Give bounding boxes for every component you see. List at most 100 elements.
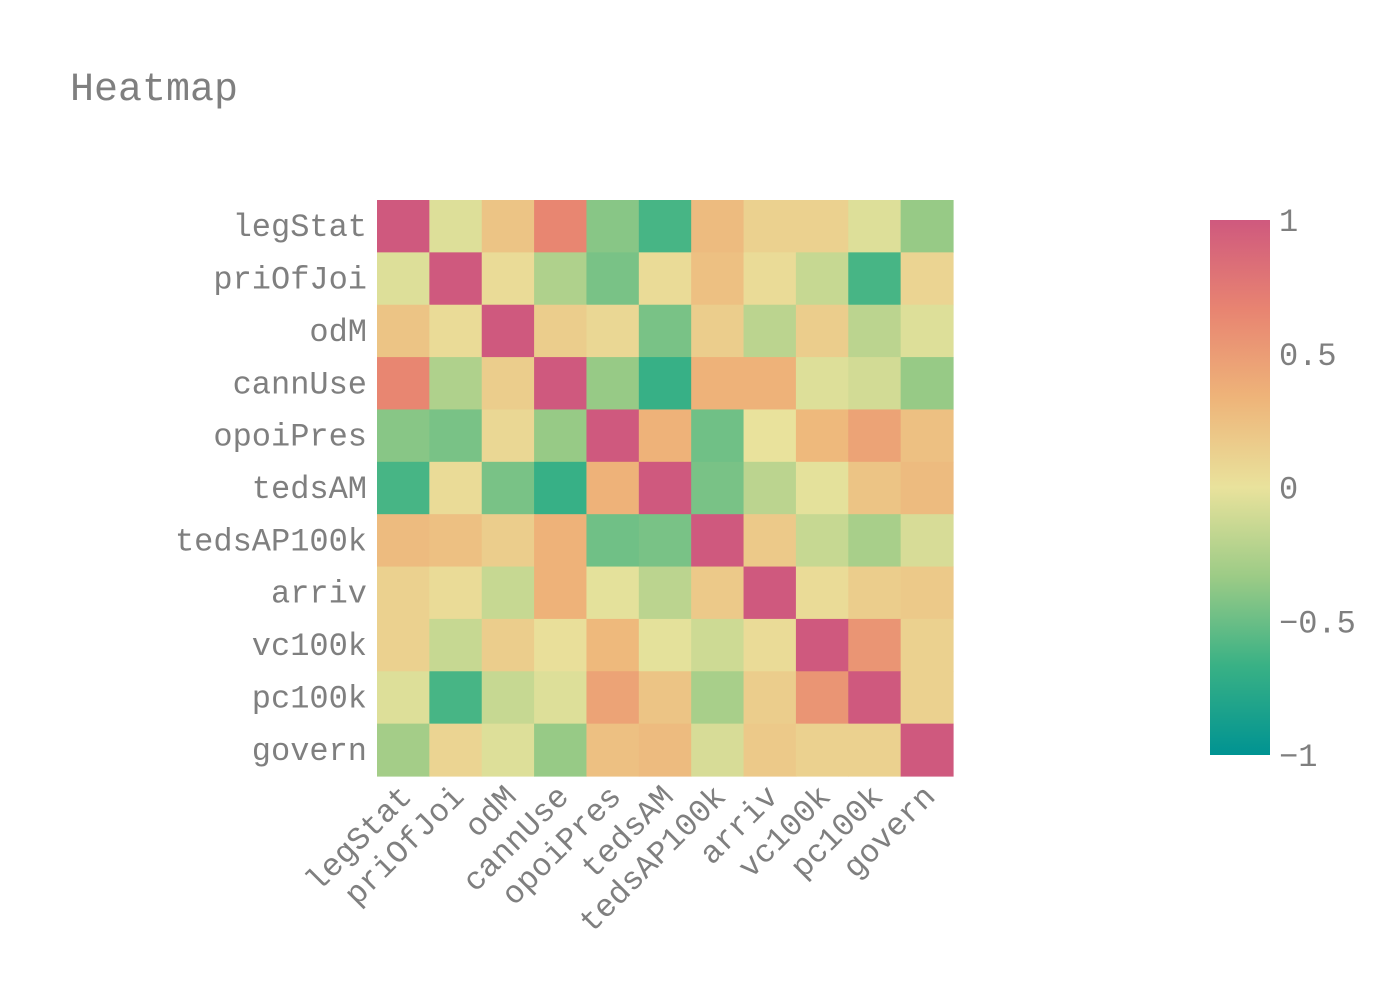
- heatmap-cell-odM-cannUse: [534, 304, 588, 358]
- heatmap-cell-arriv-odM: [481, 566, 535, 620]
- colorbar-tick-labels: 1 0.5 0 −0.5 −1: [1279, 204, 1356, 776]
- heatmap-cell-tedsAP100k-odM: [481, 514, 535, 568]
- heatmap-cell-vc100k-pc100k: [848, 618, 902, 672]
- heatmap-cell-cannUse-tedsAP100k: [691, 357, 745, 411]
- heatmap-cell-opoiPres-cannUse: [534, 409, 588, 463]
- colorbar-tick-label: −0.5: [1279, 605, 1356, 642]
- heatmap-cell-tedsAP100k-govern: [900, 514, 954, 568]
- heatmap-cell-priOfJoi-tedsAM: [638, 252, 692, 306]
- heatmap-cell-cannUse-cannUse: [534, 357, 588, 411]
- heatmap-cell-priOfJoi-govern: [900, 252, 954, 306]
- heatmap-cell-tedsAM-legStat: [377, 461, 430, 515]
- heatmap-cell-govern-priOfJoi: [429, 723, 483, 777]
- heatmap-cell-govern-arriv: [743, 723, 797, 777]
- heatmap-cell-govern-legStat: [377, 723, 430, 777]
- colorbar-tick-label: 0.5: [1279, 338, 1337, 375]
- heatmap-cell-tedsAM-cannUse: [534, 461, 588, 515]
- heatmap-cell-opoiPres-tedsAM: [638, 409, 692, 463]
- heatmap-cell-govern-odM: [481, 723, 535, 777]
- heatmap-cell-priOfJoi-priOfJoi: [429, 252, 483, 306]
- heatmap-cell-legStat-cannUse: [534, 200, 588, 253]
- heatmap-cell-pc100k-cannUse: [534, 671, 588, 725]
- heatmap-cell-pc100k-priOfJoi: [429, 671, 483, 725]
- heatmap-cell-cannUse-legStat: [377, 357, 430, 411]
- heatmap-cell-priOfJoi-tedsAP100k: [691, 252, 745, 306]
- heatmap-cell-tedsAM-arriv: [743, 461, 797, 515]
- heatmap-cell-govern-opoiPres: [586, 723, 640, 777]
- heatmap-cell-pc100k-opoiPres: [586, 671, 640, 725]
- heatmap-cell-vc100k-legStat: [377, 618, 430, 672]
- heatmap-cell-opoiPres-opoiPres: [586, 409, 640, 463]
- x-axis-tick-labels: legStatpriOfJoiodMcannUseopoiPrestedsAMt…: [299, 779, 944, 941]
- heatmap-cell-tedsAP100k-priOfJoi: [429, 514, 483, 568]
- heatmap-cell-tedsAP100k-arriv: [743, 514, 797, 568]
- heatmap-cell-cannUse-pc100k: [848, 357, 902, 411]
- heatmap-cell-tedsAM-vc100k: [795, 461, 849, 515]
- heatmap-cell-odM-legStat: [377, 304, 430, 358]
- chart-title: Heatmap: [70, 68, 238, 113]
- heatmap-cell-govern-govern: [900, 723, 954, 777]
- heatmap-cell-tedsAP100k-opoiPres: [586, 514, 640, 568]
- y-tick-label: vc100k: [252, 628, 367, 665]
- heatmap-cell-odM-arriv: [743, 304, 797, 358]
- y-tick-label: cannUse: [233, 366, 367, 403]
- colorbar-tick-label: 1: [1279, 204, 1298, 241]
- heatmap-cell-opoiPres-govern: [900, 409, 954, 463]
- heatmap-cell-pc100k-pc100k: [848, 671, 902, 725]
- heatmap-cell-arriv-vc100k: [795, 566, 849, 620]
- heatmap-cell-vc100k-govern: [900, 618, 954, 672]
- heatmap-cell-arriv-legStat: [377, 566, 430, 620]
- heatmap-cell-legStat-odM: [481, 200, 535, 253]
- heatmap-cell-vc100k-priOfJoi: [429, 618, 483, 672]
- heatmap-cell-govern-tedsAM: [638, 723, 692, 777]
- heatmap-cell-arriv-tedsAP100k: [691, 566, 745, 620]
- heatmap-cell-legStat-priOfJoi: [429, 200, 483, 253]
- heatmap-cell-govern-tedsAP100k: [691, 723, 745, 777]
- heatmap-cell-tedsAP100k-tedsAP100k: [691, 514, 745, 568]
- heatmap-cell-tedsAM-opoiPres: [586, 461, 640, 515]
- y-tick-label: opoiPres: [213, 419, 367, 456]
- heatmap-cell-cannUse-govern: [900, 357, 954, 411]
- heatmap-cell-odM-priOfJoi: [429, 304, 483, 358]
- heatmap-cell-tedsAP100k-cannUse: [534, 514, 588, 568]
- heatmap-cell-vc100k-tedsAM: [638, 618, 692, 672]
- heatmap-cell-pc100k-odM: [481, 671, 535, 725]
- heatmap-cell-arriv-priOfJoi: [429, 566, 483, 620]
- y-tick-label: priOfJoi: [213, 262, 367, 299]
- heatmap-cell-opoiPres-arriv: [743, 409, 797, 463]
- y-tick-label: legStat: [233, 209, 367, 246]
- heatmap-cell-vc100k-vc100k: [795, 618, 849, 672]
- y-tick-label: pc100k: [252, 680, 367, 717]
- y-tick-label: tedsAP100k: [175, 523, 367, 560]
- heatmap-cell-odM-pc100k: [848, 304, 902, 358]
- heatmap-cell-arriv-govern: [900, 566, 954, 620]
- heatmap-cell-legStat-arriv: [743, 200, 797, 253]
- heatmap-cell-priOfJoi-cannUse: [534, 252, 588, 306]
- heatmap-cell-pc100k-arriv: [743, 671, 797, 725]
- heatmap-cell-vc100k-tedsAP100k: [691, 618, 745, 672]
- heatmap-cell-tedsAP100k-vc100k: [795, 514, 849, 568]
- heatmap-cell-govern-cannUse: [534, 723, 588, 777]
- heatmap-cell-tedsAM-govern: [900, 461, 954, 515]
- heatmap-cell-opoiPres-legStat: [377, 409, 430, 463]
- heatmap-cell-pc100k-vc100k: [795, 671, 849, 725]
- heatmap-cell-opoiPres-priOfJoi: [429, 409, 483, 463]
- heatmap-cell-vc100k-opoiPres: [586, 618, 640, 672]
- heatmap-cell-tedsAP100k-pc100k: [848, 514, 902, 568]
- heatmap-cell-legStat-govern: [900, 200, 954, 253]
- heatmap-cell-odM-odM: [481, 304, 535, 358]
- heatmap-cell-tedsAM-tedsAM: [638, 461, 692, 515]
- heatmap-cell-priOfJoi-odM: [481, 252, 535, 306]
- colorbar-tick-label: 0: [1279, 472, 1298, 509]
- colorbar: [1210, 220, 1270, 755]
- heatmap-cell-cannUse-odM: [481, 357, 535, 411]
- heatmap-cell-priOfJoi-opoiPres: [586, 252, 640, 306]
- heatmap-cell-priOfJoi-arriv: [743, 252, 797, 306]
- heatmap-cell-cannUse-tedsAM: [638, 357, 692, 411]
- heatmap-cell-arriv-opoiPres: [586, 566, 640, 620]
- heatmap-cell-vc100k-arriv: [743, 618, 797, 672]
- heatmap-cell-odM-vc100k: [795, 304, 849, 358]
- heatmap-cell-pc100k-legStat: [377, 671, 430, 725]
- heatmap-cell-govern-pc100k: [848, 723, 902, 777]
